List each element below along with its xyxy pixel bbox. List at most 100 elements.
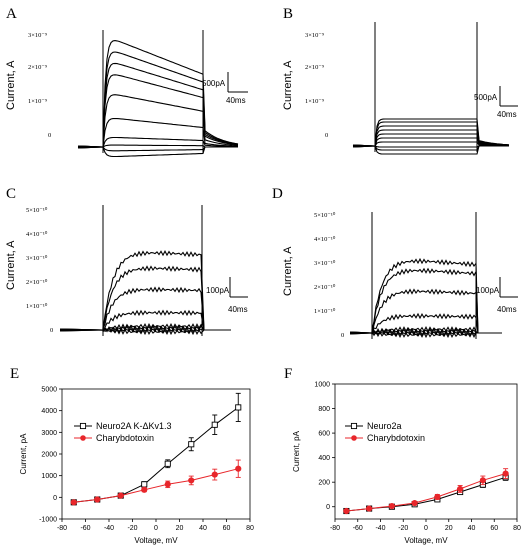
panel-c-tick-0: 0: [50, 327, 53, 334]
panel-d-tick-5: 5×10⁻¹⁰: [314, 211, 336, 219]
panel-b-ylabel: Current, A: [282, 60, 294, 110]
traces-c-trace: [59, 286, 231, 332]
chart-e-point: [164, 460, 171, 467]
panel-c-tick-4: 4×10⁻¹⁰: [26, 230, 48, 238]
chart-e-point: [235, 465, 242, 472]
chart-f-xtick-label: 80: [513, 525, 521, 532]
chart-f-ytick-label: 800: [318, 406, 330, 413]
chart-e-ylabel: Current, pA: [19, 433, 28, 475]
panel-c-tick-2: 2×10⁻¹⁰: [26, 278, 48, 286]
chart-e-xtick-label: -40: [104, 525, 114, 532]
chart-f-ytick-label: 600: [318, 431, 330, 438]
panel-b-label: B: [283, 6, 293, 22]
traces-d-trace: [349, 288, 502, 335]
chart-e-ytick-label: 2000: [41, 452, 57, 459]
panel-c: C Current, A 5×10⁻¹⁰ 4×10⁻¹⁰ 3×10⁻¹⁰ 2×1…: [5, 186, 248, 336]
panel-d-tick-2: 2×10⁻¹⁰: [314, 283, 336, 291]
panel-e-label: E: [10, 366, 19, 382]
panel-c-scale-time: 40ms: [228, 305, 248, 314]
chart-e-xlabel: Voltage, mV: [134, 536, 178, 545]
panel-d-scale-time: 40ms: [497, 305, 517, 314]
panel-e: E -80 -60 -40 -20 0 20 40 60 80 -1000 0 1000 2000 300…: [10, 366, 254, 545]
traces-c-trace: [60, 309, 231, 331]
traces-b-trace: [353, 137, 510, 147]
chart-e-ytick-label: 4000: [41, 408, 57, 415]
traces-d-trace: [350, 329, 502, 337]
chart-f-ytick-label: 1000: [314, 382, 330, 389]
panel-a-label: A: [6, 6, 17, 22]
chart-f-ytick-label: 400: [318, 455, 330, 462]
traces-d-trace: [350, 312, 502, 336]
panel-d-scale-current: 100pA: [476, 286, 500, 295]
traces-a-trace: [77, 40, 239, 148]
chart-f-point: [411, 499, 418, 507]
panel-b-traces: [352, 22, 510, 155]
panel-d-tick-4: 4×10⁻¹⁰: [314, 235, 336, 243]
chart-e-legend-marker: [79, 422, 87, 430]
chart-e-point: [94, 496, 101, 503]
panel-f: F -80 -60 -40 -20 0 20 40 60 8002004006008001000…: [284, 366, 521, 545]
panel-a-tick-0: 0: [48, 132, 51, 139]
chart-f-point: [457, 485, 464, 493]
chart-e-xtick-label: -60: [80, 525, 90, 532]
chart-e-point: [70, 499, 77, 506]
panel-a-tick-1: 1×10⁻⁹: [28, 98, 48, 105]
traces-a-trace: [77, 144, 238, 149]
traces-b-trace: [352, 129, 510, 147]
chart-f-xtick-label: -60: [353, 525, 363, 532]
panel-a-scale-current: 500pA: [202, 79, 226, 88]
chart-f-ytick-label: 0: [326, 504, 330, 511]
chart-e-plot-frame: [61, 388, 251, 520]
chart-f-point: [502, 470, 509, 477]
panel-f-chart: -80 -60 -40 -20 0 20 40 60 8002004006008001000Vo…: [292, 382, 521, 546]
chart-e-xtick-label: 40: [199, 525, 207, 532]
chart-f-xlabel: Voltage, mV: [404, 536, 448, 545]
chart-e-xtick-label: 0: [154, 525, 158, 532]
traces-a-trace: [78, 62, 239, 148]
panel-a-tick-3: 3×10⁻⁹: [28, 32, 48, 39]
traces-b-trace: [352, 121, 510, 148]
traces-b-trace: [352, 118, 510, 147]
chart-e-ytick-label: 1000: [41, 473, 57, 480]
traces-b-trace: [352, 133, 510, 148]
panel-a-tick-2: 2×10⁻⁹: [28, 64, 48, 71]
chart-f-xtick-label: 40: [468, 525, 476, 532]
panel-d: D Current, A 5×10⁻¹⁰ 4×10⁻¹⁰ 3×10⁻¹⁰ 2×1…: [272, 186, 518, 339]
panel-c-traces: [59, 205, 231, 336]
traces-a-trace: [77, 51, 239, 149]
chart-f-point: [434, 493, 441, 501]
panel-c-tick-3: 3×10⁻¹⁰: [26, 254, 48, 262]
chart-f-point: [388, 503, 395, 510]
chart-e-point: [235, 404, 242, 411]
traces-c-trace: [60, 249, 231, 331]
chart-f-point: [343, 507, 350, 515]
chart-e-point: [188, 477, 195, 484]
chart-f-legend-label: Charybdotoxin: [367, 433, 425, 443]
chart-f-point: [366, 505, 373, 512]
chart-e-point: [211, 471, 218, 478]
chart-f-legend-marker: [351, 435, 357, 441]
panel-b-tick-1: 1×10⁻⁹: [305, 98, 325, 105]
chart-e-point: [141, 481, 148, 488]
chart-e-point: [141, 486, 148, 493]
chart-e-legend-marker: [80, 435, 86, 441]
chart-e-xtick-label: -80: [57, 525, 67, 532]
panel-e-chart: -80 -60 -40 -20 0 20 40 60 80 -1000 0 1000 2000 3000 4…: [19, 387, 254, 546]
panel-f-label: F: [284, 366, 292, 382]
traces-d-trace: [349, 330, 502, 339]
traces-c-trace: [59, 265, 231, 331]
panel-b-scale-time: 40ms: [497, 110, 517, 119]
panel-c-tick-1: 1×10⁻¹⁰: [26, 302, 48, 310]
chart-e-xtick-label: -20: [127, 525, 137, 532]
chart-f-point: [479, 477, 486, 484]
panel-b: B Current, A 3×10⁻⁹ 2×10⁻⁹ 1×10⁻⁹ 0 500p…: [282, 6, 518, 155]
chart-e-ytick-label: -1000: [39, 517, 57, 524]
traces-a-trace: [77, 94, 239, 149]
panel-a: A Current, A 3×10⁻⁹ 2×10⁻⁹ 1×10⁻⁹ 0 500p…: [5, 6, 248, 158]
chart-f-xtick-label: 20: [445, 525, 453, 532]
panel-b-scale-current: 500pA: [474, 93, 498, 102]
chart-e-point: [188, 441, 195, 448]
chart-e-xtick-label: 20: [176, 525, 184, 532]
panel-a-traces: [77, 30, 239, 158]
panel-d-label: D: [272, 186, 283, 202]
